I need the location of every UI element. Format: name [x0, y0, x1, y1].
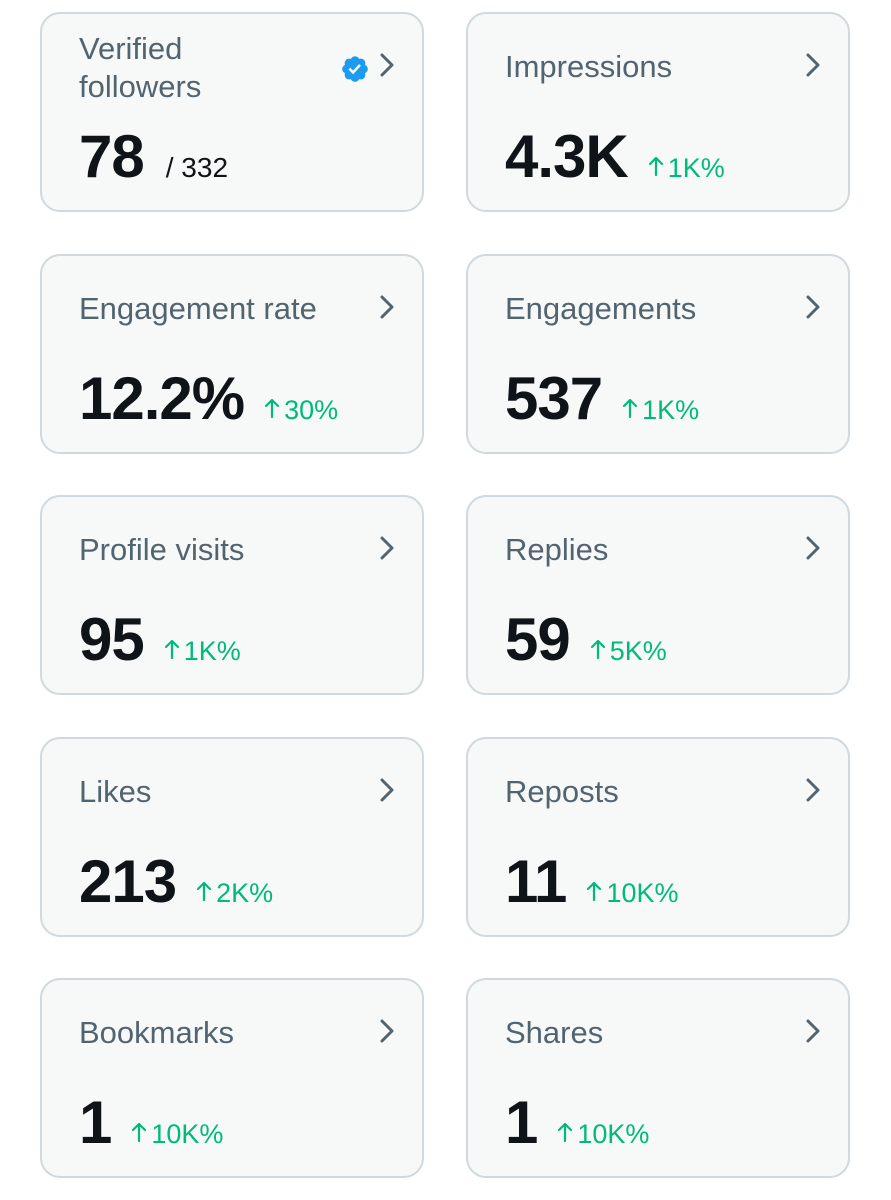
metric-delta-value: 5K%	[609, 636, 667, 666]
metric-value-row: 1 10K%	[79, 1088, 223, 1158]
metric-value: 59	[505, 606, 571, 673]
metric-delta: 10K%	[557, 1119, 649, 1150]
metric-value: 11	[505, 848, 567, 915]
metric-card-bookmarks[interactable]: Bookmarks 1 10K%	[40, 978, 424, 1178]
metric-value-row: 12.2% 30%	[79, 364, 338, 434]
metric-label: Bookmarks	[79, 1015, 235, 1050]
arrow-up-icon	[132, 1122, 147, 1143]
metric-label: Likes	[79, 774, 152, 809]
chevron-right-icon	[806, 536, 820, 560]
metric-card-reposts[interactable]: Reposts 11 10K%	[466, 737, 850, 937]
chevron-right-icon	[806, 53, 820, 77]
metric-card-replies[interactable]: Replies 59 5K%	[466, 495, 850, 695]
metric-value-row: 537 1K%	[505, 364, 699, 434]
metric-value-row: 78 / 332	[79, 122, 228, 192]
metric-value-row: 95 1K%	[79, 605, 241, 675]
chevron-right-icon	[380, 778, 394, 802]
metric-value: 1	[79, 1089, 112, 1156]
metric-label: Reposts	[505, 774, 619, 809]
metric-delta-value: 2K%	[216, 878, 274, 908]
arrow-up-icon	[648, 156, 663, 177]
metric-value-row: 1 10K%	[505, 1088, 649, 1158]
arrow-up-icon	[590, 639, 605, 660]
metric-value: 95	[79, 606, 145, 673]
metric-delta-value: 1K%	[667, 153, 725, 183]
metric-card-verified-followers[interactable]: Verified followers 78 / 332	[40, 12, 424, 212]
metric-label: Impressions	[505, 49, 673, 84]
metric-delta: 30%	[264, 395, 338, 426]
metric-value-row: 213 2K%	[79, 847, 273, 917]
metric-delta-value: 10K%	[606, 878, 679, 908]
metric-value: 12.2%	[79, 365, 245, 432]
metric-delta: 1K%	[622, 395, 699, 426]
verified-badge-icon	[342, 56, 368, 82]
chevron-right-icon	[380, 53, 394, 77]
metric-value-row: 4.3K 1K%	[505, 122, 725, 192]
arrow-up-icon	[623, 398, 638, 419]
metric-delta: 2K%	[196, 878, 273, 909]
chevron-right-icon	[380, 536, 394, 560]
metric-delta: 1K%	[164, 636, 241, 667]
chevron-right-icon	[380, 295, 394, 319]
metric-value: 4.3K	[505, 123, 629, 190]
metric-delta: 10K%	[131, 1119, 223, 1150]
metric-delta: 10K%	[586, 878, 679, 909]
metric-value: 213	[79, 848, 177, 915]
chevron-right-icon	[380, 1019, 394, 1043]
metric-label: Engagements	[505, 291, 697, 326]
metric-card-likes[interactable]: Likes 213 2K%	[40, 737, 424, 937]
metric-card-impressions[interactable]: Impressions 4.3K 1K%	[466, 12, 850, 212]
metric-value: 537	[505, 365, 603, 432]
metric-value-row: 59 5K%	[505, 605, 667, 675]
metric-delta-value: 30%	[284, 395, 339, 425]
metric-label: Shares	[505, 1015, 604, 1050]
arrow-up-icon	[265, 398, 280, 419]
metric-card-engagements[interactable]: Engagements 537 1K%	[466, 254, 850, 454]
metric-delta-value: 1K%	[642, 395, 700, 425]
chevron-right-icon	[806, 1019, 820, 1043]
metric-delta-value: 10K%	[151, 1119, 224, 1149]
metric-label: Replies	[505, 532, 609, 567]
metric-card-engagement-rate[interactable]: Engagement rate 12.2% 30%	[40, 254, 424, 454]
arrow-up-icon	[197, 881, 212, 902]
arrow-up-icon	[164, 639, 179, 660]
metric-total: / 332	[165, 152, 229, 183]
metric-label: Verified followers	[79, 31, 202, 104]
metric-delta-value: 10K%	[577, 1119, 650, 1149]
metric-label: Engagement rate	[79, 291, 317, 326]
chevron-right-icon	[806, 295, 820, 319]
arrow-up-icon	[587, 881, 602, 902]
metric-delta: 5K%	[590, 636, 667, 667]
arrow-up-icon	[558, 1122, 573, 1143]
metric-value: 1	[505, 1089, 538, 1156]
metric-card-shares[interactable]: Shares 1 10K%	[466, 978, 850, 1178]
metric-card-profile-visits[interactable]: Profile visits 95 1K%	[40, 495, 424, 695]
metric-value: 78	[79, 123, 145, 190]
metric-value-row: 11 10K%	[505, 847, 679, 917]
metric-delta: 1K%	[648, 153, 725, 184]
chevron-right-icon	[806, 778, 820, 802]
metric-delta-value: 1K%	[183, 636, 241, 666]
metric-label: Profile visits	[79, 532, 245, 567]
